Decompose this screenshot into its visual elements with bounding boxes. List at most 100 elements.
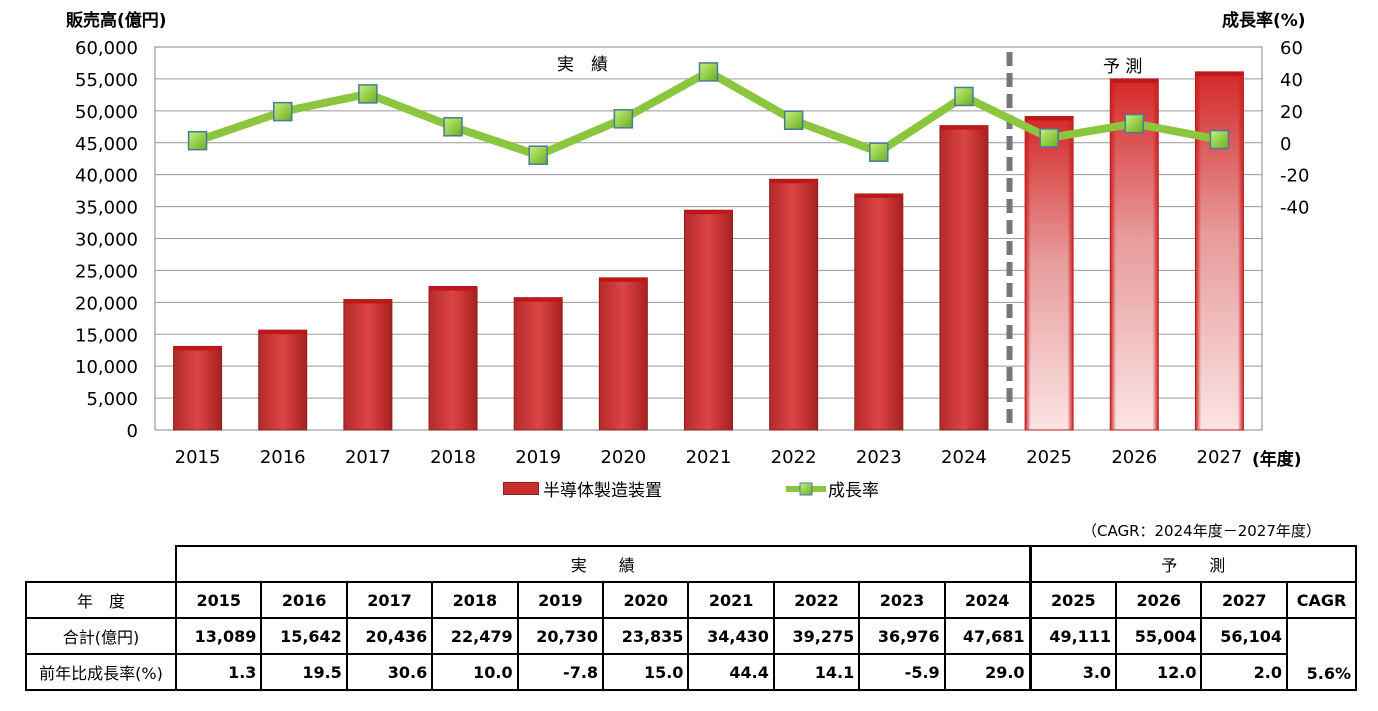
total-cell: 20,436	[345, 617, 434, 655]
legend-line-label: 成長率	[828, 481, 879, 501]
total-cell: 56,104	[1200, 617, 1288, 655]
x-tick-label: 2019	[515, 447, 561, 468]
y-tick-label: 50,000	[75, 102, 138, 123]
cagr-value: 5.6%	[1285, 617, 1358, 691]
legend-line-swatch	[786, 482, 826, 495]
year-cell: 2021	[687, 581, 775, 619]
bar-top-2021	[684, 210, 733, 215]
growth-cell: 14.1	[772, 653, 861, 691]
x-tick-label: 2026	[1111, 447, 1157, 468]
growth-cell: 19.5	[260, 653, 348, 691]
bar-2023	[854, 193, 904, 431]
y2-axis-title: 成長率(%)	[1222, 11, 1306, 31]
total-cell: 22,479	[431, 617, 519, 655]
x-tick-label: 2027	[1197, 447, 1243, 468]
bar-top-2023	[854, 193, 903, 198]
bar-2015	[173, 345, 223, 431]
y-tick-label: 10,000	[75, 357, 138, 378]
totals-label: 合計(億円)	[25, 617, 177, 655]
total-cell: 15,642	[260, 617, 348, 655]
year-cell: 2020	[602, 581, 690, 619]
total-cell: 36,976	[858, 617, 946, 655]
bar-top-2017	[343, 299, 392, 304]
year-header-label: 年 度	[25, 581, 177, 619]
bar-top-2027	[1195, 71, 1244, 76]
growth-cell: 44.4	[687, 653, 775, 691]
bar-top-2020	[599, 277, 648, 282]
y2-tick-label: -40	[1280, 198, 1309, 219]
bar-top-2026	[1110, 78, 1159, 83]
bar-top-2018	[429, 286, 478, 291]
growth-cell: 1.3	[174, 653, 263, 691]
y-tick-label: 30,000	[75, 230, 138, 251]
cagr-header: CAGR	[1285, 581, 1358, 619]
total-cell: 23,835	[602, 617, 690, 655]
y-tick-label: 35,000	[75, 198, 138, 219]
y2-tick-label: 40	[1280, 70, 1303, 91]
bar-2016	[258, 329, 308, 431]
growth-cell: 30.6	[345, 653, 434, 691]
growth-marker-2019	[528, 145, 548, 165]
growth-cell: 2.0	[1200, 653, 1288, 691]
growth-marker-2017	[358, 84, 378, 104]
y-tick-label: 25,000	[75, 261, 138, 282]
y2-tick-label: 60	[1280, 38, 1303, 59]
year-cell: 2022	[772, 581, 861, 619]
bar-shade-2026	[1110, 78, 1159, 430]
growth-marker-2020	[613, 109, 634, 129]
total-cell: 20,730	[516, 617, 605, 655]
growth-marker-2026	[1124, 113, 1145, 134]
x-tick-label: 2018	[430, 447, 476, 468]
year-row: 年 度 2015 2016 2017 2018 2019 2020 2021 2022 2023…	[25, 581, 1358, 619]
growth-marker-2024	[954, 86, 974, 107]
total-cell: 34,430	[687, 617, 775, 655]
bar-top-2024	[939, 125, 988, 130]
group-header-row: 実 績 予 測	[26, 545, 1357, 583]
y-axis-title: 販売高(億円)	[66, 11, 167, 31]
y2-tick-label: -20	[1280, 166, 1309, 187]
totals-row: 合計(億円) 13,089 15,642 20,436 22,479 20,730 23,…	[25, 617, 1358, 691]
total-cell: 49,111	[1028, 617, 1118, 655]
total-cell: 55,004	[1115, 617, 1203, 655]
growth-label: 前年比成長率(%)	[25, 653, 177, 691]
x-tick-label: 2017	[345, 447, 391, 468]
bar-top-2016	[258, 330, 307, 335]
bar-2019	[513, 297, 563, 431]
chart: 0 5,000 10,000 15,000 20,000 25,000 30,000 35,0…	[75, 38, 1309, 468]
year-cell: 2017	[345, 581, 434, 619]
total-cell: 13,089	[174, 617, 263, 655]
growth-row: 前年比成長率(%) 1.3 19.5 30.6 10.0 -7.8 15.0 44.4 14.…	[25, 653, 1356, 691]
growth-cell: 3.0	[1028, 653, 1118, 691]
cagr-note: （CAGR：2024年度－2027年度）	[1082, 522, 1321, 540]
x-tick-label: 2023	[856, 447, 902, 468]
x-tick-label: 2025	[1026, 447, 1072, 468]
growth-cell: 12.0	[1115, 653, 1203, 691]
bar-top-2025	[1025, 116, 1074, 121]
x-tick-label: 2015	[175, 447, 221, 468]
blank-cell	[26, 546, 177, 583]
year-cell: 2016	[260, 581, 348, 619]
bar-top-2022	[769, 179, 818, 184]
growth-marker-2027	[1209, 129, 1230, 150]
y-tick-label: 15,000	[75, 325, 138, 346]
bar-2018	[428, 286, 478, 431]
bar-2021	[684, 209, 733, 431]
bar-2017	[343, 299, 393, 431]
year-cell: 2026	[1115, 581, 1203, 619]
forecast-annotation: 予 測	[1103, 57, 1143, 77]
year-cell: 2027	[1200, 581, 1288, 619]
year-cell: 2019	[516, 581, 605, 619]
year-cell: 2024	[943, 581, 1032, 619]
x-axis-title: (年度)	[1252, 450, 1302, 470]
growth-marker-2021	[698, 62, 719, 82]
x-tick-label: 2022	[771, 447, 817, 468]
bar-shade-2025	[1025, 116, 1074, 430]
bar-2022	[769, 178, 819, 431]
y-tick-label: 20,000	[75, 293, 138, 314]
year-cell: 2018	[431, 581, 519, 619]
data-table: 実 績 予 測 年 度 2015 2016 2017 2018 2019 2020 2021…	[25, 545, 1358, 691]
bar-top-2015	[173, 346, 222, 351]
growth-marker-2023	[869, 142, 889, 162]
y-tick-label: 60,000	[75, 38, 138, 59]
growth-marker-2015	[187, 130, 208, 151]
